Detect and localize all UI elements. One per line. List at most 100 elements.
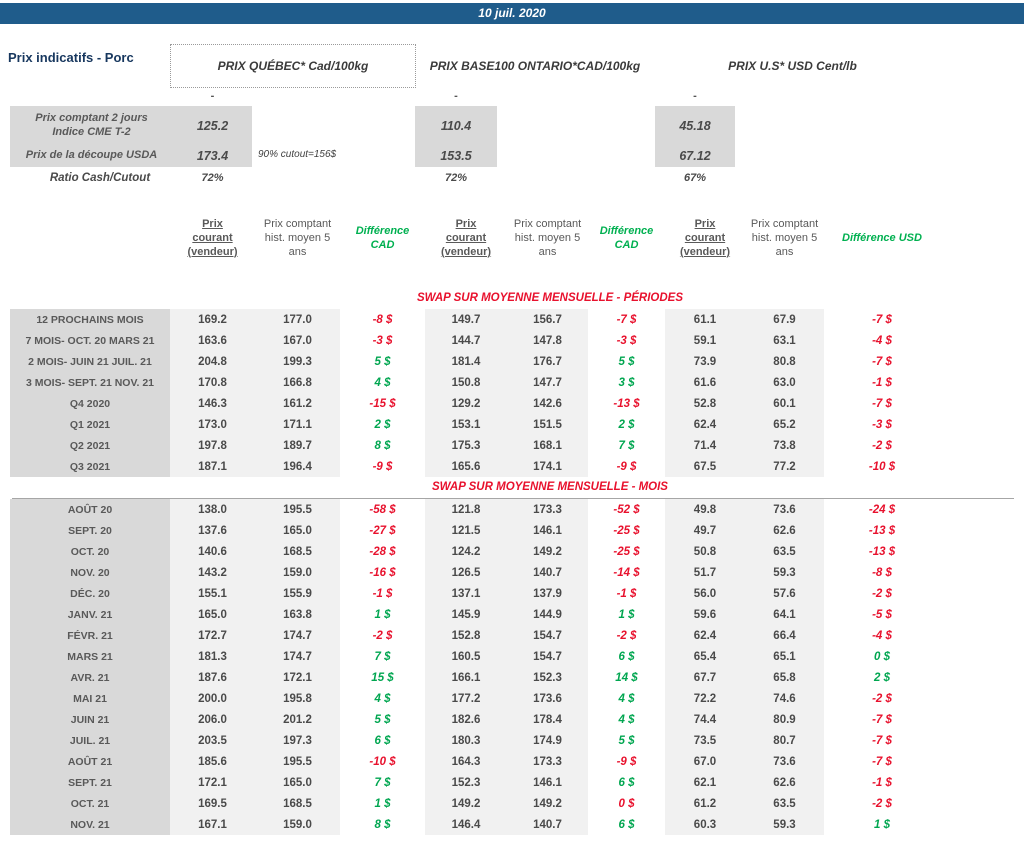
current-price-cell-on: 180.3 — [425, 730, 507, 751]
hist-price-cell-qc: 166.8 — [255, 372, 340, 393]
hist-price-cell-us: 66.4 — [745, 625, 824, 646]
hist-price-cell-on: 168.1 — [507, 435, 588, 456]
current-price-cell-us: 56.0 — [665, 583, 745, 604]
hist-price-cell-qc: 201.2 — [255, 709, 340, 730]
table-row: JUIL. 21 203.5 197.3 6 $ 180.3 174.9 5 $… — [10, 730, 930, 751]
row-period-label: AVR. 21 — [10, 667, 170, 688]
hist-price-cell-on: 144.9 — [507, 604, 588, 625]
current-price-cell-qc: 140.6 — [170, 541, 255, 562]
hist-price-cell-qc: 195.5 — [255, 751, 340, 772]
difference-cell-usd: -1 $ — [872, 376, 892, 389]
hist-price-cell-us: 74.6 — [745, 688, 824, 709]
hist-price-cell-on: 173.3 — [507, 751, 588, 772]
difference-cell-cad-on: 14 $ — [615, 671, 638, 684]
difference-cell-cad-on: -25 $ — [613, 545, 640, 558]
current-price-cell-qc: 163.6 — [170, 330, 255, 351]
difference-cell-usd: 0 $ — [874, 650, 890, 663]
column-header-hist-qc: Prix comptant hist. moyen 5 ans — [263, 218, 332, 258]
current-price-cell-qc: 173.0 — [170, 414, 255, 435]
row-period-label: SEPT. 21 — [10, 772, 170, 793]
hist-price-cell-on: 154.7 — [507, 625, 588, 646]
hist-price-cell-us: 59.3 — [745, 562, 824, 583]
row-period-label: MARS 21 — [10, 646, 170, 667]
table-row: OCT. 20 140.6 168.5 -28 $ 124.2 149.2 -2… — [10, 541, 930, 562]
hist-price-cell-us: 80.9 — [745, 709, 824, 730]
hist-price-cell-us: 80.8 — [745, 351, 824, 372]
empty-value-dash-ontario: - — [454, 90, 458, 102]
difference-cell-cad-on: 1 $ — [618, 608, 635, 621]
current-price-cell-us: 49.8 — [665, 499, 745, 520]
current-price-cell-on: 129.2 — [425, 393, 507, 414]
current-price-cell-qc: 187.1 — [170, 456, 255, 477]
difference-cell-cad-on: -52 $ — [613, 503, 640, 516]
spot-label-cme: Prix comptant 2 jours Indice CME T-2 — [35, 112, 148, 138]
table-row: JUIN 21 206.0 201.2 5 $ 182.6 178.4 4 $ … — [10, 709, 930, 730]
current-price-cell-qc: 155.1 — [170, 583, 255, 604]
swap-table: SWAP SUR MOYENNE MENSUELLE - PÉRIODES 12… — [10, 288, 1014, 835]
difference-cell-cad-qc: -3 $ — [372, 334, 393, 347]
difference-cell-usd: -2 $ — [872, 692, 892, 705]
difference-cell-cad-qc: 4 $ — [374, 376, 391, 389]
difference-cell-cad-on: 6 $ — [618, 650, 635, 663]
hist-price-cell-qc: 195.8 — [255, 688, 340, 709]
difference-cell-cad-on: -14 $ — [613, 566, 640, 579]
row-period-label: Q4 2020 — [10, 393, 170, 414]
current-price-cell-qc: 187.6 — [170, 667, 255, 688]
hist-price-cell-on: 146.1 — [507, 520, 588, 541]
current-price-cell-qc: 169.5 — [170, 793, 255, 814]
row-period-label: OCT. 20 — [10, 541, 170, 562]
difference-cell-usd: -7 $ — [872, 397, 892, 410]
hist-price-cell-us: 64.1 — [745, 604, 824, 625]
hist-price-cell-us: 57.6 — [745, 583, 824, 604]
current-price-cell-us: 61.2 — [665, 793, 745, 814]
hist-price-cell-on: 176.7 — [507, 351, 588, 372]
hist-price-cell-on: 147.8 — [507, 330, 588, 351]
difference-cell-cad-qc: 7 $ — [374, 650, 391, 663]
hist-price-cell-on: 140.7 — [507, 814, 588, 835]
hist-price-cell-us: 73.6 — [745, 751, 824, 772]
hist-price-cell-on: 173.3 — [507, 499, 588, 520]
difference-cell-cad-qc: -10 $ — [369, 755, 396, 768]
row-period-label: Q2 2021 — [10, 435, 170, 456]
hist-price-cell-us: 65.1 — [745, 646, 824, 667]
difference-cell-usd: -4 $ — [872, 334, 892, 347]
current-price-cell-qc: 146.3 — [170, 393, 255, 414]
current-price-cell-us: 62.1 — [665, 772, 745, 793]
difference-cell-usd: -2 $ — [872, 587, 892, 600]
current-price-cell-us: 59.1 — [665, 330, 745, 351]
hist-price-cell-qc: 171.1 — [255, 414, 340, 435]
empty-value-dash-us: - — [693, 90, 697, 102]
difference-cell-usd: -10 $ — [868, 460, 896, 473]
difference-cell-cad-qc: 1 $ — [374, 608, 391, 621]
difference-cell-cad-qc: -58 $ — [369, 503, 396, 516]
hist-price-cell-qc: 174.7 — [255, 625, 340, 646]
difference-cell-cad-on: 5 $ — [618, 355, 635, 368]
hist-price-cell-on: 140.7 — [507, 562, 588, 583]
hist-price-cell-on: 137.9 — [507, 583, 588, 604]
hist-price-cell-qc: 199.3 — [255, 351, 340, 372]
current-price-cell-qc: 170.8 — [170, 372, 255, 393]
section-title-periodes: SWAP SUR MOYENNE MENSUELLE - PÉRIODES — [416, 292, 684, 304]
hist-price-cell-on: 178.4 — [507, 709, 588, 730]
hist-price-cell-on: 152.3 — [507, 667, 588, 688]
difference-cell-cad-qc: -8 $ — [372, 313, 393, 326]
difference-cell-cad-qc: -28 $ — [369, 545, 396, 558]
column-header-current-us: Prix courant (vendeur) — [679, 218, 731, 258]
difference-cell-cad-on: 5 $ — [618, 734, 635, 747]
hist-price-cell-us: 73.6 — [745, 499, 824, 520]
difference-cell-cad-on: -9 $ — [616, 460, 637, 473]
hist-price-cell-on: 156.7 — [507, 309, 588, 330]
difference-cell-cad-qc: 5 $ — [374, 355, 391, 368]
hist-price-cell-qc: 159.0 — [255, 814, 340, 835]
current-price-cell-us: 73.9 — [665, 351, 745, 372]
current-price-cell-us: 67.7 — [665, 667, 745, 688]
column-header-current-on: Prix courant (vendeur) — [440, 218, 492, 258]
current-price-cell-qc: 181.3 — [170, 646, 255, 667]
hist-price-cell-qc: 161.2 — [255, 393, 340, 414]
row-period-label: Q1 2021 — [10, 414, 170, 435]
current-price-cell-on: 149.2 — [425, 793, 507, 814]
current-price-cell-on: 166.1 — [425, 667, 507, 688]
difference-cell-usd: -13 $ — [868, 524, 896, 537]
current-price-cell-us: 62.4 — [665, 414, 745, 435]
